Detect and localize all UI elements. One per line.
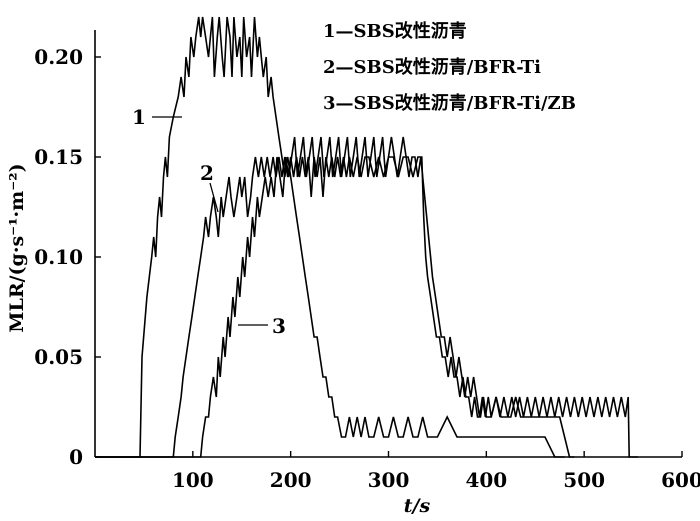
callout-2-leader: [209, 182, 219, 213]
x-tick-label: 400: [465, 468, 507, 492]
series-line-1: [95, 16, 565, 458]
series-line-3: [95, 136, 638, 458]
y-tick-label: 0.05: [34, 345, 83, 369]
x-tick-label: 500: [563, 468, 605, 492]
y-axis-label: MLR/(g·s⁻¹·m⁻²): [6, 163, 28, 332]
x-tick-label: 300: [368, 468, 410, 492]
x-tick-label: 200: [270, 468, 312, 492]
legend-entry-1: 1—SBS改性沥青: [323, 20, 467, 42]
callout-3-label: 3: [272, 314, 286, 338]
y-tick-label: 0: [69, 445, 83, 469]
y-tick-label: 0.20: [34, 45, 83, 69]
x-tick-label: 600: [661, 468, 700, 492]
y-tick-label: 0.10: [34, 245, 83, 269]
x-axis-label: t/s: [404, 495, 431, 517]
x-ticks: 100 200 300 400 500 600: [172, 451, 700, 492]
callout-2-label: 2: [200, 161, 214, 185]
y-tick-label: 0.15: [34, 145, 83, 169]
legend-entry-3: 3—SBS改性沥青/BFR-Ti/ZB: [323, 92, 576, 114]
y-ticks: 0 0.05 0.10 0.15 0.20: [34, 45, 101, 469]
legend-entry-2: 2—SBS改性沥青/BFR-Ti: [323, 56, 541, 78]
series-group: [95, 16, 638, 458]
callout-1-label: 1: [132, 105, 146, 129]
x-tick-label: 100: [172, 468, 214, 492]
